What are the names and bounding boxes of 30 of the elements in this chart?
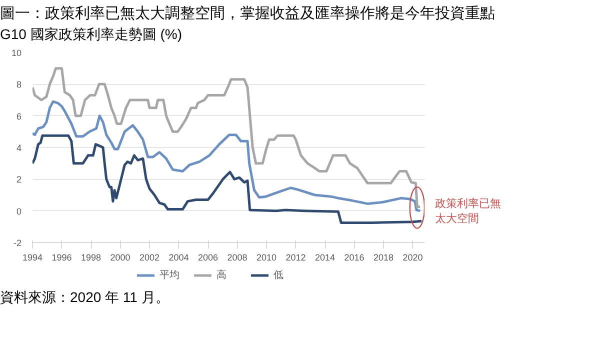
x-tick-label: 1996 bbox=[52, 252, 72, 262]
x-tick-label: 2012 bbox=[286, 252, 306, 262]
y-tick-label: 6 bbox=[16, 111, 22, 122]
x-tick-label: 2008 bbox=[227, 252, 248, 262]
x-tick-label: 2014 bbox=[315, 252, 336, 262]
chart-subtitle: G10 國家政策利率走勢圖 (%) bbox=[0, 25, 182, 44]
x-tick-label: 2004 bbox=[168, 252, 189, 262]
x-tick-label: 2006 bbox=[198, 252, 218, 262]
line-series bbox=[32, 134, 423, 224]
chart-title: 圖一：政策利率已無太大調整空間，掌握收益及匯率操作將是今年投資重點 bbox=[0, 4, 495, 24]
x-tick-label: 2018 bbox=[374, 252, 394, 262]
legend-label: 高 bbox=[216, 268, 228, 282]
line-series bbox=[32, 100, 422, 212]
x-tick-label: 2010 bbox=[256, 252, 277, 262]
x-tick-label: 2020 bbox=[402, 252, 423, 262]
legend-label: 低 bbox=[274, 269, 284, 282]
y-tick-label: 0 bbox=[16, 206, 22, 216]
source-note: 資料來源：2020 年 11 月。 bbox=[0, 288, 170, 307]
y-tick-label: 10 bbox=[11, 48, 22, 58]
y-tick-label: -2 bbox=[14, 238, 22, 248]
y-tick-label: 2 bbox=[16, 174, 22, 185]
x-tick-label: 1994 bbox=[22, 252, 43, 262]
x-tick-label: 1998 bbox=[80, 252, 102, 262]
annotation: 政策利率已無太大空間 bbox=[435, 197, 502, 227]
x-tick-label: 2016 bbox=[344, 252, 364, 262]
legend-label: 平均 bbox=[160, 269, 180, 282]
x-tick-label: 2000 bbox=[110, 252, 130, 262]
y-tick-label: 4 bbox=[16, 143, 22, 153]
x-tick-label: 2002 bbox=[140, 252, 160, 262]
y-tick-label: 8 bbox=[16, 80, 22, 90]
